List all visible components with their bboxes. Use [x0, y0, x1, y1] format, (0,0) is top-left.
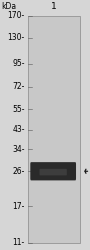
Text: 26-: 26-: [12, 167, 25, 176]
FancyBboxPatch shape: [30, 162, 76, 180]
Text: 72-: 72-: [12, 82, 25, 91]
Text: kDa: kDa: [1, 2, 16, 11]
Text: 170-: 170-: [8, 11, 25, 20]
Text: 130-: 130-: [8, 33, 25, 42]
Text: 17-: 17-: [12, 202, 25, 211]
Text: 95-: 95-: [12, 59, 25, 68]
FancyBboxPatch shape: [28, 16, 80, 242]
FancyBboxPatch shape: [40, 169, 67, 175]
Text: 43-: 43-: [12, 125, 25, 134]
Text: 1: 1: [51, 2, 57, 11]
Text: 11-: 11-: [13, 238, 25, 247]
Text: 55-: 55-: [12, 105, 25, 114]
Text: 34-: 34-: [12, 144, 25, 154]
